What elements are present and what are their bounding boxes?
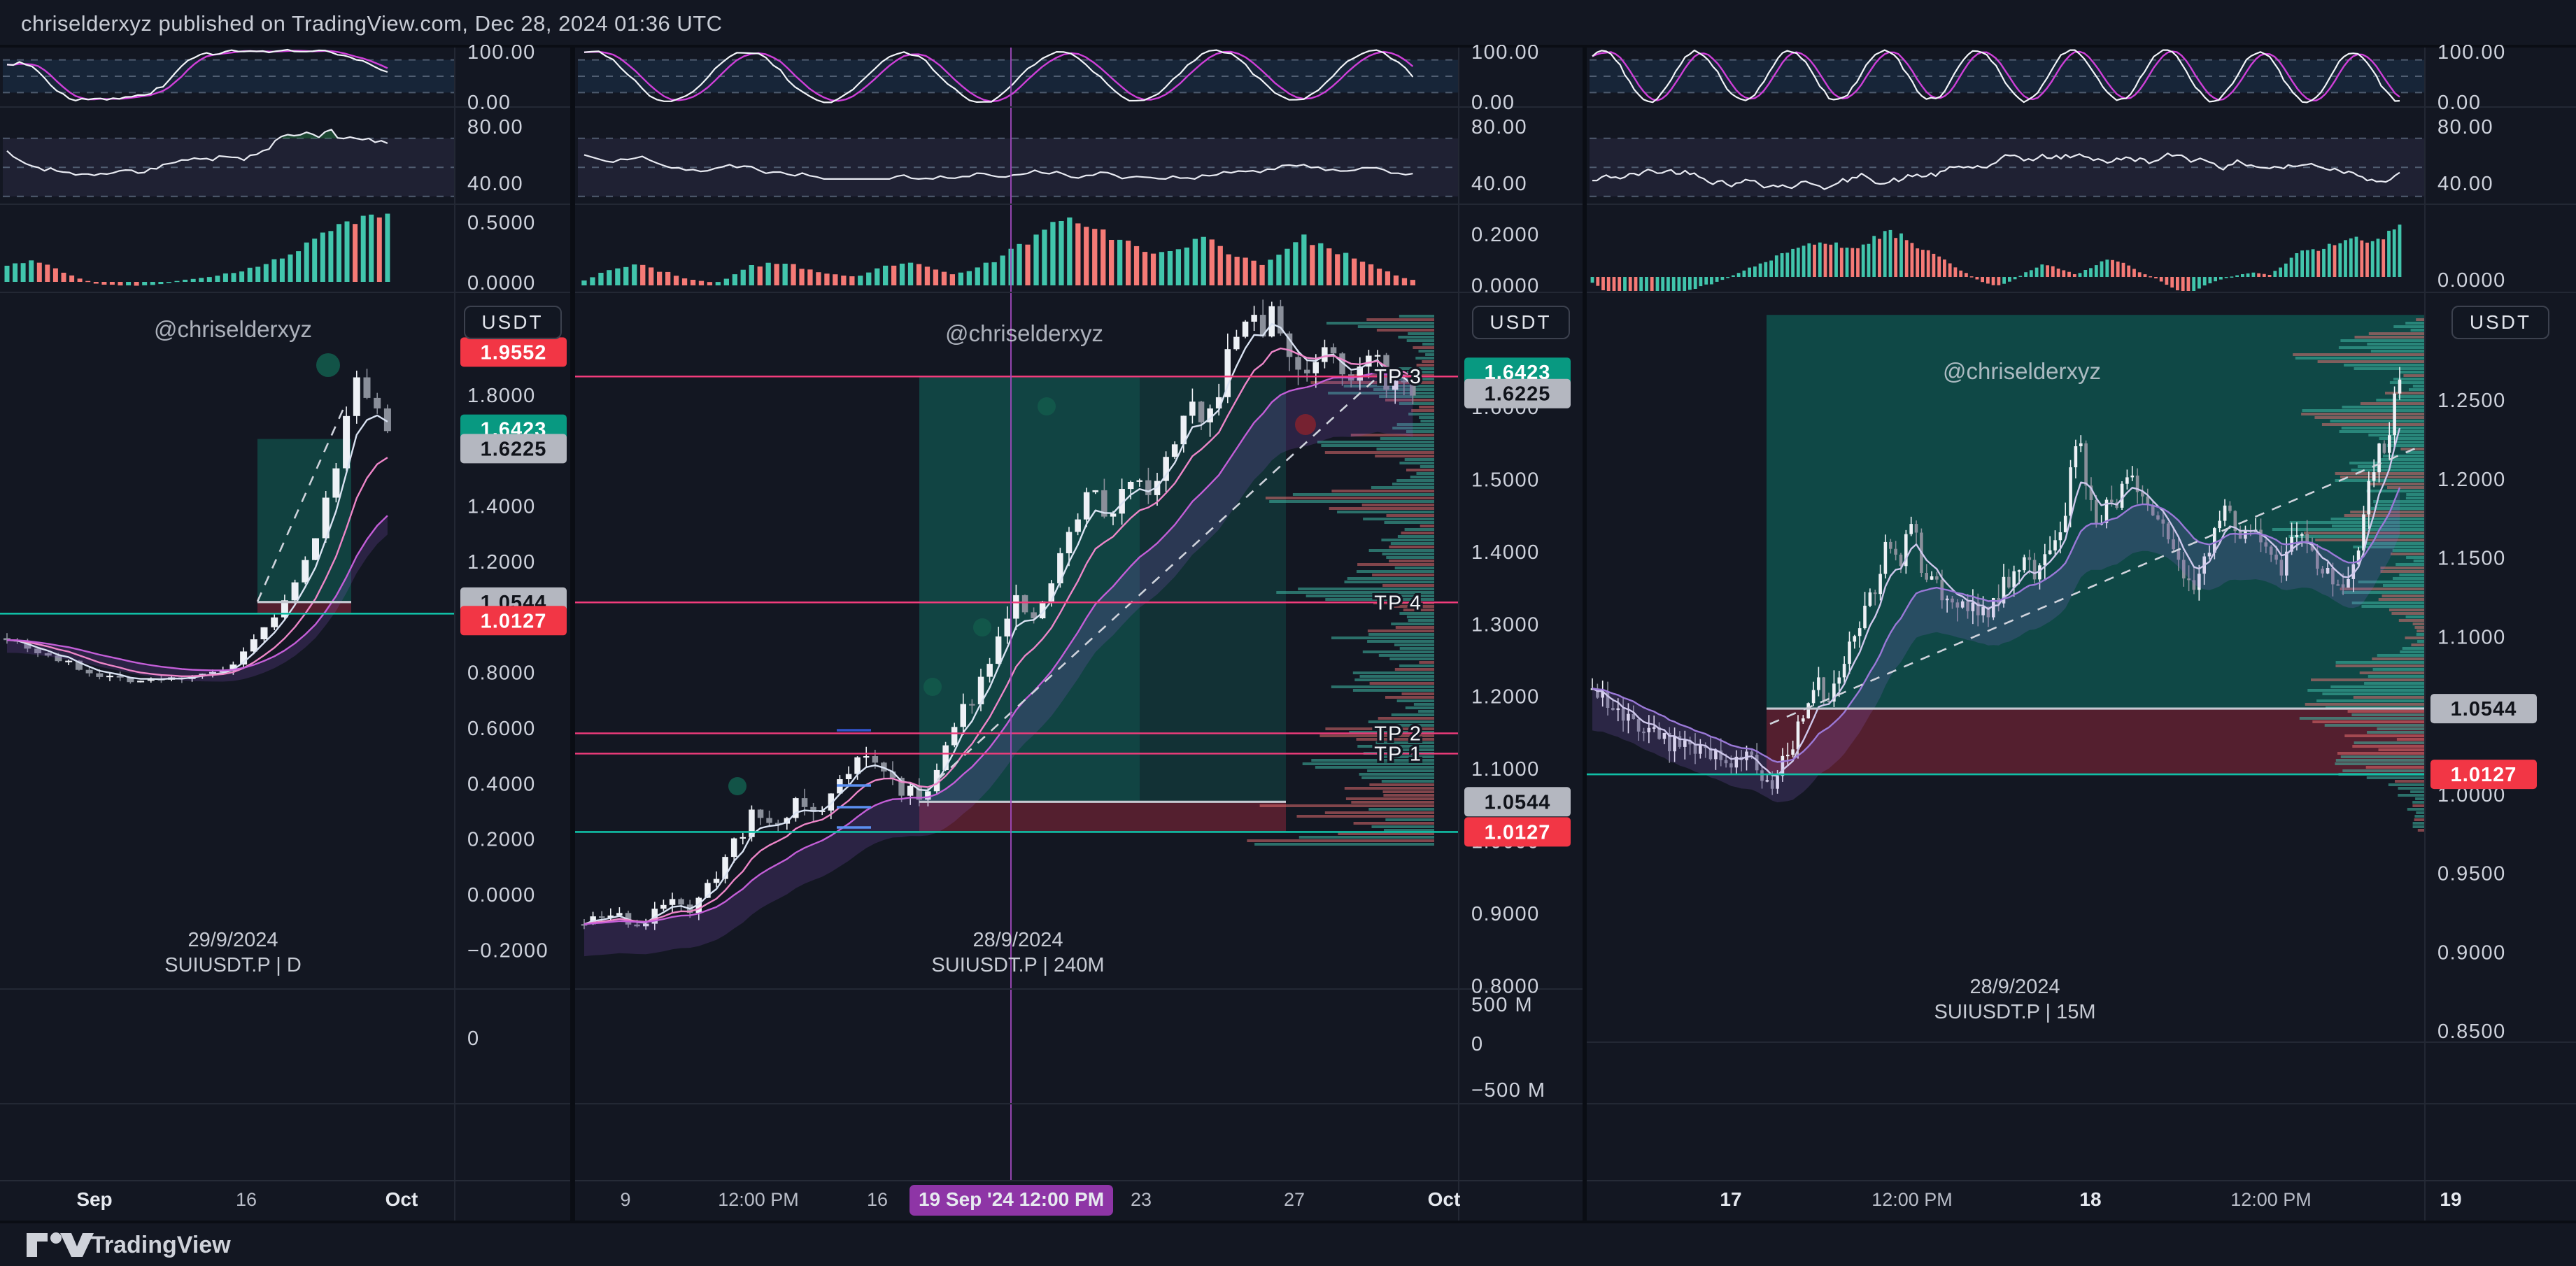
svg-text:0: 0	[1471, 1033, 1484, 1055]
svg-text:1.2000: 1.2000	[467, 551, 536, 574]
svg-text:Oct: Oct	[1428, 1188, 1461, 1210]
tradingview-logo-icon[interactable]	[25, 1232, 115, 1260]
svg-text:1.0544: 1.0544	[2451, 698, 2517, 720]
svg-text:1.2000: 1.2000	[2437, 469, 2506, 491]
svg-text:−0.2000: −0.2000	[467, 939, 549, 962]
date-label-daily: 29/9/2024	[187, 929, 278, 951]
date-label-m15: 28/9/2024	[1969, 976, 2060, 998]
date-label-h4: 28/9/2024	[972, 929, 1063, 951]
svg-text:Sep: Sep	[76, 1188, 112, 1210]
brand-text[interactable]: TradingView	[91, 1232, 231, 1258]
svg-text:100.00: 100.00	[1471, 41, 1540, 64]
publish-header: chriselderxyz published on TradingView.c…	[0, 0, 2576, 45]
svg-text:0.0000: 0.0000	[1471, 275, 1540, 297]
svg-text:19: 19	[2440, 1188, 2461, 1210]
svg-text:12:00 PM: 12:00 PM	[1871, 1189, 1953, 1210]
svg-text:0.9000: 0.9000	[2437, 941, 2506, 964]
svg-text:1.0544: 1.0544	[1485, 791, 1551, 813]
chart-canvas-h4[interactable]: TP 3TP 4TP 2TP 11.60001.50001.40001.3000…	[575, 0, 1583, 1221]
svg-text:80.00: 80.00	[2437, 116, 2493, 138]
svg-text:0.0000: 0.0000	[467, 272, 536, 294]
svg-text:0.8000: 0.8000	[467, 662, 536, 685]
svg-text:TP 3: TP 3	[1374, 366, 1422, 388]
chart-canvas-m15[interactable]: 1.25001.20001.15001.10001.00000.95000.90…	[1587, 0, 2576, 1221]
svg-text:1.8000: 1.8000	[467, 385, 536, 407]
currency-button-m15[interactable]: USDT	[2451, 306, 2549, 339]
svg-text:0.2000: 0.2000	[1471, 224, 1540, 246]
svg-text:9: 9	[620, 1189, 630, 1210]
symbol-label-daily: SUIUSDT.P | D	[164, 954, 302, 976]
svg-text:500 M: 500 M	[1471, 994, 1533, 1016]
svg-text:40.00: 40.00	[1471, 173, 1527, 195]
svg-text:12:00 PM: 12:00 PM	[718, 1189, 799, 1210]
symbol-label-m15: SUIUSDT.P | 15M	[1934, 1001, 2096, 1023]
watermark-h4: @chriselderxyz	[944, 320, 1104, 346]
svg-text:40.00: 40.00	[2437, 173, 2493, 195]
svg-text:1.6225: 1.6225	[1485, 383, 1551, 406]
svg-text:1.0127: 1.0127	[1485, 821, 1551, 844]
svg-text:40.00: 40.00	[467, 173, 523, 195]
svg-text:0.5000: 0.5000	[467, 212, 536, 234]
svg-text:1.9552: 1.9552	[481, 341, 547, 364]
footer-bar: TradingView	[0, 1223, 2576, 1266]
svg-text:1.0127: 1.0127	[2451, 764, 2517, 786]
svg-text:16: 16	[867, 1189, 888, 1210]
svg-text:0.4000: 0.4000	[467, 773, 536, 795]
svg-text:0: 0	[467, 1027, 480, 1050]
svg-text:100.00: 100.00	[2437, 41, 2506, 64]
publish-text: chriselderxyz published on TradingView.c…	[21, 11, 723, 36]
svg-text:1.6225: 1.6225	[481, 438, 547, 460]
svg-text:1.1000: 1.1000	[2437, 626, 2506, 648]
svg-text:0.8500: 0.8500	[2437, 1020, 2506, 1043]
svg-text:1.2500: 1.2500	[2437, 390, 2506, 412]
svg-text:1.2000: 1.2000	[1471, 686, 1540, 709]
svg-text:TP 4: TP 4	[1374, 592, 1422, 614]
svg-text:16: 16	[236, 1189, 257, 1210]
svg-text:1.5000: 1.5000	[1471, 469, 1540, 491]
svg-text:0.00: 0.00	[467, 92, 511, 114]
chart-canvas-daily[interactable]: 1.8000 1.4000 1.2000 0.8000 0.6000 0.4000 0.20…	[0, 0, 570, 1221]
currency-button-daily[interactable]: USDT	[463, 306, 562, 339]
svg-text:1.1000: 1.1000	[1471, 758, 1540, 781]
svg-text:1.4000: 1.4000	[467, 496, 536, 518]
svg-text:18: 18	[2079, 1188, 2101, 1210]
svg-text:1.3000: 1.3000	[1471, 613, 1540, 636]
svg-text:0.2000: 0.2000	[467, 829, 536, 851]
svg-text:TP 2: TP 2	[1374, 723, 1422, 745]
svg-text:1.0127: 1.0127	[481, 610, 547, 632]
chart-panel-h4[interactable]: TP 3TP 4TP 2TP 11.60001.50001.40001.3000…	[575, 0, 1583, 1221]
svg-text:TP 1: TP 1	[1374, 743, 1422, 765]
svg-text:0.9500: 0.9500	[2437, 863, 2506, 886]
svg-text:100.00: 100.00	[467, 41, 536, 64]
svg-text:0.6000: 0.6000	[467, 718, 536, 740]
watermark-m15: @chriselderxyz	[1942, 358, 2102, 384]
svg-text:12:00 PM: 12:00 PM	[2230, 1189, 2312, 1210]
symbol-label-h4: SUIUSDT.P | 240M	[931, 954, 1105, 976]
svg-text:0.0000: 0.0000	[467, 884, 536, 906]
svg-text:19 Sep '24 12:00 PM: 19 Sep '24 12:00 PM	[919, 1188, 1104, 1210]
svg-text:1.4000: 1.4000	[1471, 541, 1540, 564]
svg-text:0.9000: 0.9000	[1471, 903, 1540, 925]
svg-text:Oct: Oct	[385, 1188, 418, 1210]
svg-text:23: 23	[1131, 1189, 1152, 1210]
svg-text:80.00: 80.00	[467, 116, 523, 138]
svg-text:0.00: 0.00	[1471, 92, 1515, 114]
svg-text:17: 17	[1720, 1188, 1741, 1210]
svg-text:1.1500: 1.1500	[2437, 548, 2506, 570]
svg-text:27: 27	[1284, 1189, 1305, 1210]
svg-text:−500 M: −500 M	[1471, 1079, 1546, 1102]
svg-text:0.0000: 0.0000	[2437, 269, 2506, 292]
svg-text:0.8000: 0.8000	[1471, 975, 1540, 997]
chart-panel-daily[interactable]: 1.8000 1.4000 1.2000 0.8000 0.6000 0.4000 0.20…	[0, 0, 570, 1221]
chart-panel-m15[interactable]: 1.2500 1.2000 1.1500 1.1000 1.0000 0.9500 0.90…	[1587, 0, 2576, 1221]
currency-button-h4[interactable]: USDT	[1471, 306, 1570, 339]
watermark-daily: @chriselderxyz	[153, 316, 313, 342]
svg-text:80.00: 80.00	[1471, 116, 1527, 138]
svg-text:0.00: 0.00	[2437, 92, 2481, 114]
